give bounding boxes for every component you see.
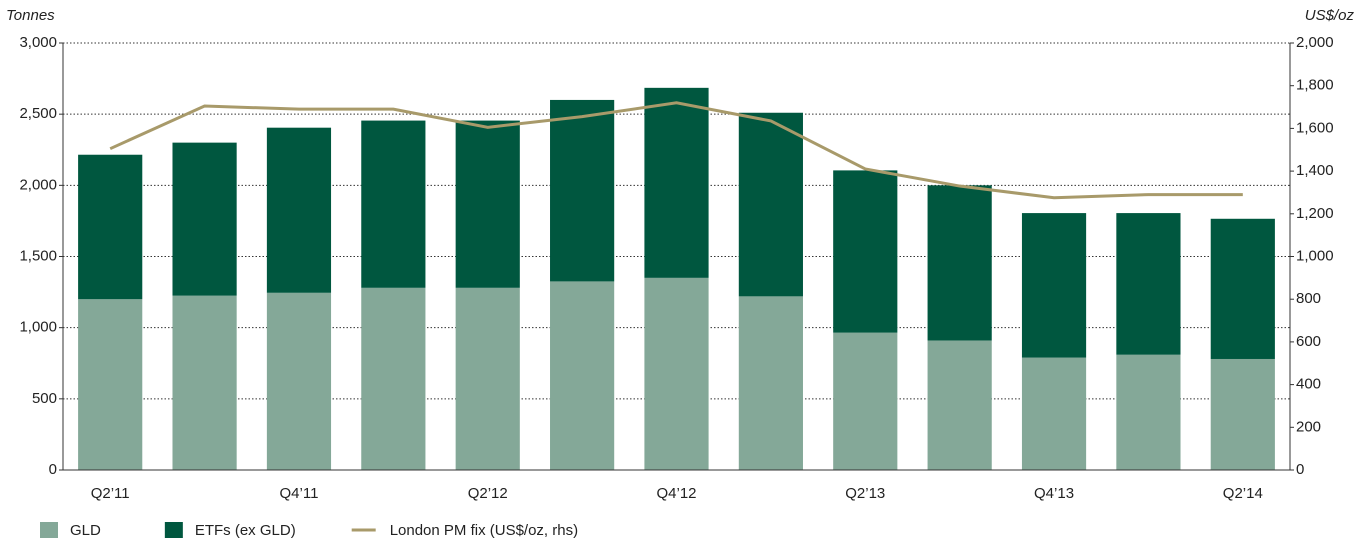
y-axis-title: Tonnes — [6, 7, 55, 24]
x-tick-label: Q2’14 — [1223, 485, 1263, 502]
y2-tick-label: 1,200 — [1296, 205, 1334, 222]
y2-tick-label: 800 — [1296, 290, 1321, 307]
price-line — [109, 101, 1243, 200]
y2-tick-label: 1,000 — [1296, 247, 1334, 264]
y-tick-label: 2,000 — [19, 176, 57, 193]
bar — [738, 112, 803, 297]
legend-swatch — [164, 522, 183, 538]
bar — [1021, 357, 1087, 470]
legend-label: London PM fix (US$/oz, rhs) — [390, 522, 578, 539]
bar — [927, 340, 992, 470]
legend-label: GLD — [70, 522, 101, 539]
y2-tick-label: 200 — [1296, 418, 1321, 435]
bar — [833, 170, 898, 333]
x-tick-label: Q2’12 — [468, 485, 508, 502]
x-tick-label: Q4’11 — [280, 485, 319, 502]
x-tick-label: Q2’13 — [845, 485, 885, 502]
bar — [550, 99, 615, 282]
bar — [738, 296, 803, 470]
y-tick-label: 1,500 — [19, 247, 57, 264]
y-tick-label: 0 — [49, 461, 57, 478]
y2-axis-title: US$/oz — [1305, 7, 1355, 24]
y-tick-label: 3,000 — [19, 34, 57, 51]
bar — [927, 185, 992, 341]
y-tick-label: 500 — [32, 390, 57, 407]
y2-tick-label: 2,000 — [1296, 34, 1334, 51]
bar — [455, 120, 520, 288]
bar — [1021, 213, 1087, 358]
bar — [644, 277, 709, 470]
legend-swatch — [40, 522, 58, 538]
bar — [1116, 213, 1181, 355]
bar — [1210, 358, 1275, 470]
bar — [361, 120, 426, 288]
y2-tick-label: 0 — [1296, 461, 1304, 478]
bar — [455, 287, 520, 470]
y2-tick-label: 1,600 — [1296, 119, 1334, 136]
y-tick-label: 2,500 — [19, 105, 57, 122]
y2-tick-label: 600 — [1296, 333, 1321, 350]
x-tick-label: Q4’12 — [656, 485, 696, 502]
bar — [1210, 218, 1275, 359]
bar — [78, 299, 143, 470]
legend-label: ETFs (ex GLD) — [195, 522, 296, 539]
bar — [78, 154, 143, 300]
y-tick-label: 1,000 — [19, 319, 57, 336]
x-tick-label: Q4’13 — [1034, 485, 1074, 502]
y2-tick-label: 1,800 — [1296, 77, 1334, 94]
bar — [550, 281, 615, 470]
bar — [172, 142, 237, 296]
bar — [266, 127, 332, 293]
x-tick-label: Q2’11 — [91, 485, 130, 502]
bar — [266, 292, 332, 470]
bar — [644, 87, 709, 278]
bar — [1116, 354, 1181, 470]
bar — [361, 287, 426, 470]
bar — [172, 295, 237, 470]
bar — [833, 332, 898, 470]
y2-tick-label: 400 — [1296, 376, 1321, 393]
y2-tick-label: 1,400 — [1296, 162, 1334, 179]
